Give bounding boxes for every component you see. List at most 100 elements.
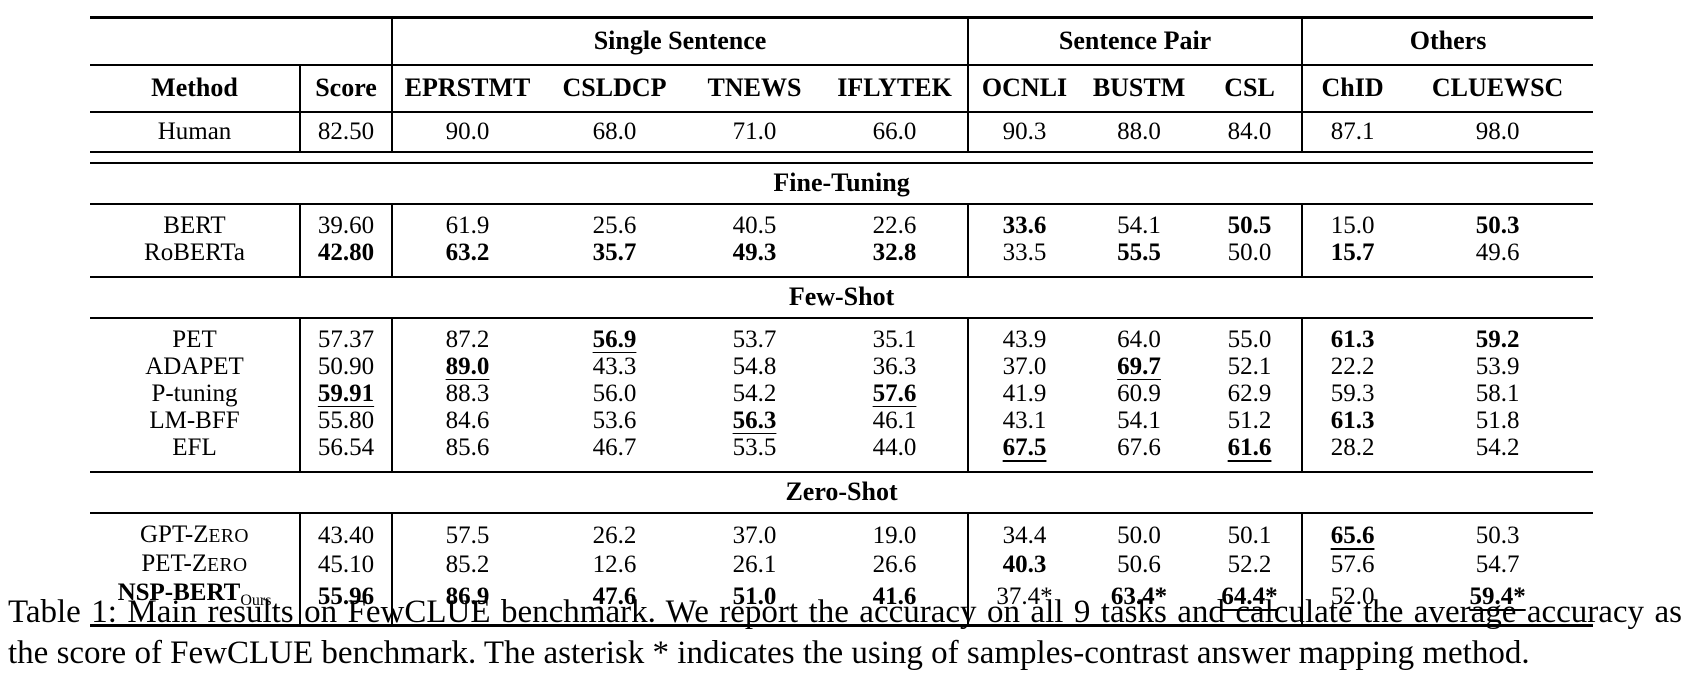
cell-value: 64.0	[1117, 326, 1161, 353]
value-cell: 35.1	[822, 318, 968, 353]
column-group-header	[90, 18, 392, 66]
cell-value: 85.2	[445, 551, 490, 578]
cell-value: 40.5	[732, 212, 777, 239]
cell-value: 40.3	[1002, 551, 1047, 578]
value-cell: 53.6	[542, 407, 687, 434]
cell-value: 66.0	[872, 118, 917, 145]
table-row: PET-ZERO 45.10 85.2 12.6 26.1 26.6 40.3 50.6 52.…	[90, 550, 1593, 579]
value-cell: 60.9	[1080, 380, 1198, 407]
cell-value: 15.7	[1330, 239, 1375, 266]
cell-value: 62.9	[1227, 380, 1272, 407]
value-cell: 51.8	[1402, 407, 1593, 434]
cell-value: 53.7	[732, 326, 777, 353]
cell-value: 54.7	[1475, 551, 1520, 578]
value-cell: 85.6	[391, 434, 542, 472]
value-cell: 49.6	[1402, 239, 1593, 277]
cell-value: 52.1	[1227, 353, 1272, 380]
cell-value: 54.2	[732, 380, 777, 407]
value-cell: 41.9	[967, 380, 1081, 407]
value-cell: 50.5	[1198, 204, 1302, 239]
cell-value: 32.8	[872, 239, 917, 266]
cell-value: 57.37	[317, 326, 375, 353]
cell-value: 50.0	[1117, 522, 1161, 549]
cell-value: 54.1	[1117, 407, 1161, 434]
value-cell: 51.0	[687, 579, 822, 625]
cell-value: 15.0	[1330, 212, 1375, 239]
cell-value: 22.2	[1330, 353, 1375, 380]
cell-value: 43.9	[1002, 326, 1047, 353]
cell-value: 88.0	[1117, 118, 1161, 145]
cell-value: 55.0	[1227, 326, 1272, 353]
column-header-eprstmt: EPRSTMT	[391, 65, 542, 112]
value-cell: 50.1	[1198, 513, 1302, 550]
table-row: NSP-BERTOurs 55.96 86.9 47.6 51.0 41.6 37.4* 63…	[90, 579, 1593, 626]
cell-value: 43.1	[1002, 407, 1047, 434]
value-cell: 71.0	[687, 112, 822, 152]
value-cell: 39.60	[299, 204, 392, 239]
value-cell: 42.80	[299, 239, 392, 277]
cell-value: 47.6	[592, 582, 637, 610]
value-cell: 82.50	[299, 112, 392, 152]
text-segment: LM-BFF	[149, 407, 240, 434]
value-cell: 55.5	[1080, 239, 1198, 277]
value-cell: 56.3	[687, 407, 822, 434]
cell-value: 46.7	[592, 434, 637, 461]
value-cell: 52.1	[1198, 353, 1302, 380]
value-cell: 22.6	[822, 204, 968, 239]
value-cell: 90.0	[391, 112, 542, 152]
value-cell: 37.4*	[967, 579, 1081, 626]
cell-value: 28.2	[1330, 434, 1375, 461]
value-cell: 87.2	[391, 318, 542, 353]
value-cell: 50.0	[1198, 239, 1302, 277]
value-cell: 51.2	[1198, 407, 1302, 434]
text-segment: PET-Z	[141, 550, 208, 577]
value-cell: 53.9	[1402, 353, 1593, 380]
section-header: Few-Shot	[90, 277, 1594, 319]
results-table: Single Sentence Sentence Pair Others Method…	[90, 16, 1594, 627]
cell-value: 25.6	[592, 212, 637, 239]
text-segment: P-tuning	[151, 380, 238, 407]
cell-value: 53.9	[1475, 353, 1520, 380]
value-cell: 57.6	[822, 380, 968, 407]
value-cell: 56.9	[542, 318, 687, 353]
method-cell: Human	[90, 112, 300, 152]
value-cell: 61.6	[1198, 434, 1302, 472]
rule-spacer-row	[90, 151, 1594, 164]
value-cell: 43.9	[967, 318, 1081, 353]
cell-value: 98.0	[1475, 118, 1520, 145]
value-cell: 37.0	[967, 353, 1081, 380]
value-cell: 40.5	[687, 204, 822, 239]
value-cell: 47.6	[542, 579, 687, 625]
value-cell: 59.91	[299, 380, 392, 407]
cell-value: 49.3	[732, 239, 777, 266]
value-cell: 22.2	[1301, 353, 1403, 380]
table-row: GPT-ZERO 43.40 57.5 26.2 37.0 19.0 34.4 50.0 50.…	[90, 513, 1593, 550]
section-header: Zero-Shot	[90, 472, 1594, 514]
section-header: Fine-Tuning	[90, 163, 1594, 205]
method-cell: LM-BFF	[90, 407, 300, 434]
table-row: PET 57.37 87.2 56.9 53.7 35.1 43.9 64.0 55.0 61.3…	[90, 318, 1593, 353]
value-cell: 35.7	[542, 239, 687, 277]
value-cell: 89.0	[391, 353, 542, 380]
column-header-method: Method	[151, 73, 238, 102]
value-cell: 43.40	[299, 513, 392, 550]
method-cell: RoBERTa	[90, 239, 300, 277]
value-cell: 45.10	[299, 550, 392, 579]
value-cell: 33.5	[967, 239, 1081, 277]
value-cell: 69.7	[1080, 353, 1198, 380]
value-cell: 85.2	[391, 550, 542, 579]
value-cell: 54.1	[1080, 407, 1198, 434]
cell-value: 63.2	[445, 239, 490, 266]
value-cell: 66.0	[822, 112, 968, 152]
table-row: BERT 39.60 61.9 25.6 40.5 22.6 33.6 54.1 50.5 15.…	[90, 204, 1593, 239]
cell-value: 51.8	[1475, 407, 1520, 434]
table-row: P-tuning 59.91 88.3 56.0 54.2 57.6 41.9 60.9 62.…	[90, 380, 1593, 407]
section-header-row: Fine-Tuning	[90, 163, 1594, 205]
text-segment: Human	[157, 118, 232, 145]
rule-spacer	[90, 151, 1594, 164]
text-segment: GPT-Z	[139, 521, 209, 548]
cell-value: 51.0	[732, 582, 777, 610]
value-cell: 58.1	[1402, 380, 1593, 407]
value-cell: 33.6	[967, 204, 1081, 239]
cell-value: 87.1	[1330, 118, 1375, 145]
